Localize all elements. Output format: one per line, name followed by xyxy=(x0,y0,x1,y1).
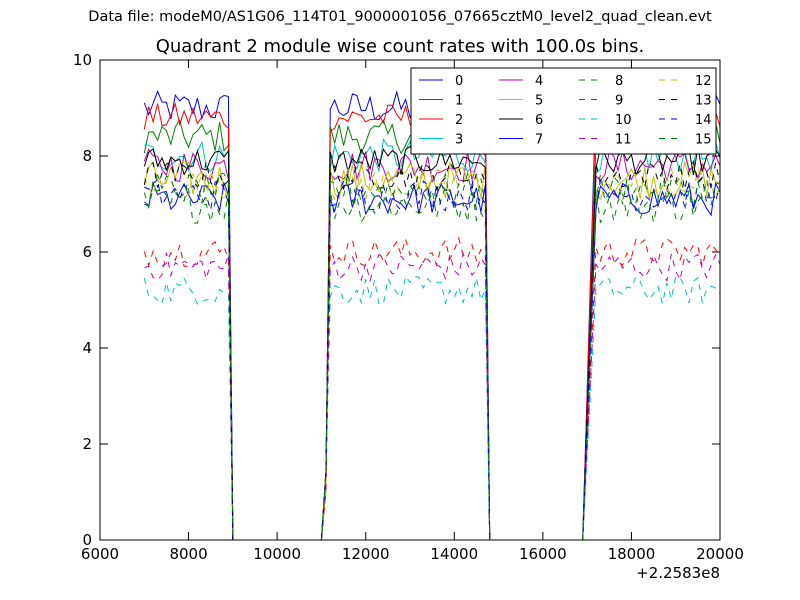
series-line-10 xyxy=(143,274,720,540)
legend-label-15: 15 xyxy=(695,133,712,148)
legend-box xyxy=(410,67,717,155)
x-tick-label: 18000 xyxy=(608,545,656,563)
y-tick-label: 10 xyxy=(73,51,92,69)
x-tick-label: 8000 xyxy=(169,545,207,563)
series-line-12 xyxy=(143,167,720,540)
y-tick-label: 8 xyxy=(82,147,92,165)
x-tick-label: 20000 xyxy=(696,545,744,563)
x-tick-label: 12000 xyxy=(342,545,390,563)
legend-label-3: 3 xyxy=(455,133,463,148)
legend-label-2: 2 xyxy=(455,113,463,128)
legend-label-1: 1 xyxy=(455,94,463,109)
chart-title: Quadrant 2 module wise count rates with … xyxy=(155,36,645,57)
series-line-9 xyxy=(143,236,720,540)
x-offset-label: +2.2583e8 xyxy=(636,564,720,582)
y-tick-label: 6 xyxy=(82,243,92,261)
legend-label-10: 10 xyxy=(615,113,632,128)
y-tick-label: 2 xyxy=(82,435,92,453)
series-line-14 xyxy=(144,177,720,540)
x-tick-label: 14000 xyxy=(430,545,478,563)
x-tick-label: 6000 xyxy=(81,545,119,563)
figure-suptitle: Data file: modeM0/AS1G06_114T01_90000010… xyxy=(88,9,712,25)
legend-label-4: 4 xyxy=(535,74,543,89)
y-tick-label: 0 xyxy=(82,531,92,549)
legend-label-5: 5 xyxy=(535,94,543,109)
plot-frame xyxy=(99,59,721,541)
x-tick-label: 10000 xyxy=(253,545,301,563)
legend-label-8: 8 xyxy=(615,74,623,89)
series-line-13 xyxy=(143,160,720,540)
legend-label-9: 9 xyxy=(615,94,623,109)
y-tick-label: 4 xyxy=(82,339,92,357)
legend-label-6: 6 xyxy=(535,113,543,128)
legend-label-13: 13 xyxy=(695,94,712,109)
series-line-8 xyxy=(143,185,720,540)
legend-label-7: 7 xyxy=(535,133,543,148)
legend-label-11: 11 xyxy=(615,133,632,148)
series-line-15 xyxy=(143,172,720,540)
legend-label-0: 0 xyxy=(455,74,463,89)
x-tick-label: 16000 xyxy=(519,545,567,563)
series-group xyxy=(143,89,720,540)
legend-label-12: 12 xyxy=(695,74,712,89)
legend-label-14: 14 xyxy=(695,113,712,128)
